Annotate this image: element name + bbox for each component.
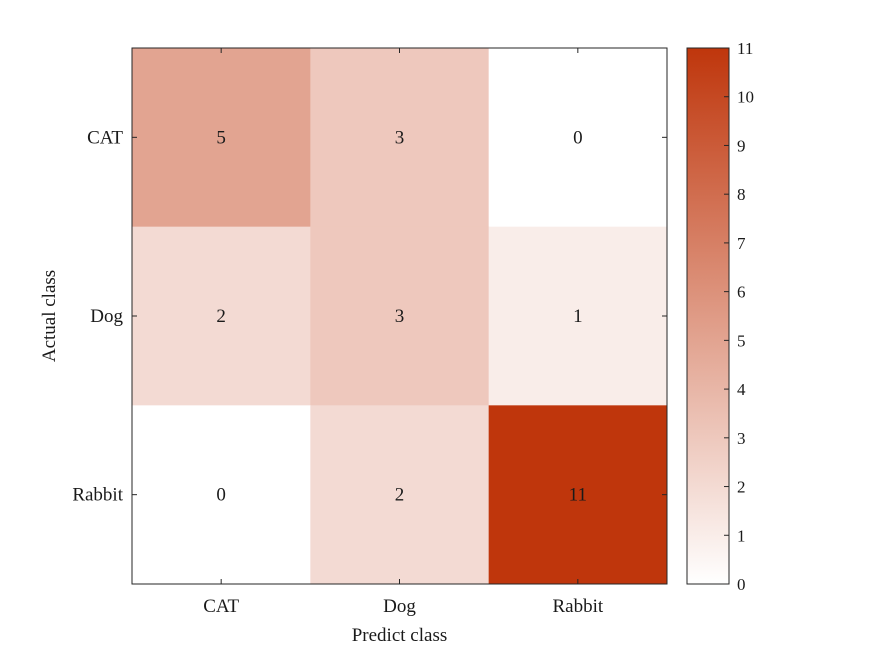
heatmap-cell (488, 226, 668, 406)
colorbar-tick-label: 11 (737, 39, 753, 58)
y-tick-label: CAT (87, 127, 123, 148)
y-tick-label: Rabbit (72, 485, 123, 506)
y-axis-label: Actual class (39, 270, 60, 362)
heatmap-cell (132, 226, 311, 406)
heatmap-cell (488, 405, 668, 585)
cell-value-label: 1 (573, 306, 583, 327)
cell-value-label: 5 (216, 127, 226, 148)
heatmap-cell (488, 48, 668, 228)
colorbar-tick-label: 6 (737, 283, 746, 302)
cell-value-label: 3 (395, 306, 405, 327)
heatmap-cell (132, 405, 311, 585)
heatmap-cell (310, 48, 490, 228)
colorbar-tick-label: 10 (737, 88, 754, 107)
colorbar-tick-label: 8 (737, 185, 746, 204)
colorbar-tick-label: 1 (737, 526, 746, 545)
cell-value-label: 3 (395, 127, 405, 148)
y-tick-label: Dog (90, 306, 123, 327)
y-axis-ticks: CAT Dog Rabbit (72, 127, 667, 506)
cell-value-label: 11 (569, 485, 587, 506)
cell-value-label: 2 (395, 485, 405, 506)
colorbar-tick-label: 2 (737, 478, 746, 497)
heatmap-cell (310, 405, 490, 585)
heatmap-cell (132, 48, 311, 228)
cell-value-label: 2 (216, 306, 226, 327)
x-axis-label: Predict class (352, 625, 448, 646)
colorbar-tick-label: 5 (737, 331, 746, 350)
x-tick-label: Dog (383, 596, 416, 617)
colorbar-tick-label: 4 (737, 380, 746, 399)
x-tick-label: CAT (203, 596, 239, 617)
colorbar (686, 47, 730, 585)
heatmap-cells (132, 48, 668, 585)
x-tick-label: Rabbit (552, 596, 603, 617)
cell-value-label: 0 (216, 485, 226, 506)
colorbar-ticks: 0 1 2 3 4 5 6 7 8 9 10 11 (724, 39, 754, 594)
colorbar-tick-label: 9 (737, 136, 746, 155)
colorbar-tick-label: 0 (737, 575, 746, 594)
colorbar-tick-label: 7 (737, 234, 746, 253)
heatmap-cell-labels: 5 3 0 2 3 1 0 2 11 (216, 127, 587, 505)
heatmap-cell (310, 226, 490, 406)
colorbar-tick-label: 3 (737, 429, 746, 448)
cell-value-label: 0 (573, 127, 583, 148)
x-axis-ticks: CAT Dog Rabbit (203, 48, 604, 617)
